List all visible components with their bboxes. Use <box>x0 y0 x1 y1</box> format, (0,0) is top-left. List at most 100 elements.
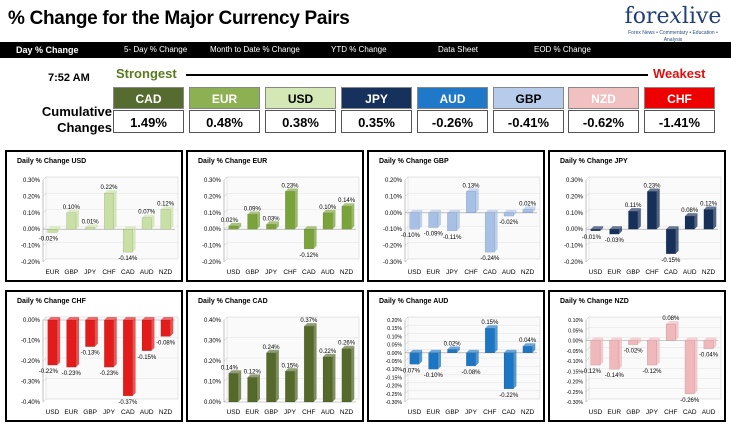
data-label: -0.07% <box>401 368 421 374</box>
bar-front <box>66 212 77 230</box>
bar-side <box>419 349 423 365</box>
bar-front <box>647 191 657 230</box>
page-header: % Change for the Major Currency Pairs fo… <box>0 0 731 43</box>
currency-code-chf: CHF <box>644 87 715 109</box>
y-tick-label: 0.00% <box>568 339 583 345</box>
bar-top <box>428 349 441 353</box>
x-tick-label: JPY <box>446 269 459 276</box>
x-tick-label: NZD <box>159 409 173 416</box>
bar-side <box>675 321 679 341</box>
bar-side <box>694 337 698 394</box>
bar-aud <box>703 337 717 349</box>
bar-chart-svg: -0.30% -0.25% -0.20% -0.15% -0.10% -0.05% 0.00… <box>567 316 722 416</box>
data-label: 0.03% <box>263 216 281 222</box>
bar-usd <box>409 349 423 365</box>
bar-side <box>456 209 460 231</box>
bar-top <box>466 188 479 192</box>
bar-chf <box>104 190 117 230</box>
weakest-label: Weakest <box>653 66 706 81</box>
gridline-depth <box>585 337 590 341</box>
gridline-depth <box>404 333 409 337</box>
x-tick-label: GBP <box>264 409 278 416</box>
tab-day-change[interactable]: Day % Change <box>16 45 79 55</box>
gridline-depth <box>42 357 47 362</box>
bar-front <box>484 328 495 354</box>
bar-front <box>228 225 239 230</box>
tab-month-to-date-change[interactable]: Month to Date % Change <box>210 45 300 54</box>
data-label: 0.14% <box>221 365 239 371</box>
x-tick-label: GBP <box>445 409 459 416</box>
bar-cad <box>665 226 679 254</box>
bar-chf <box>665 321 679 341</box>
tab-ytd-change[interactable]: YTD % Change <box>331 45 387 54</box>
bar-front <box>228 373 239 403</box>
update-time: 7:52 AM <box>48 72 90 84</box>
x-tick-label: USD <box>46 409 60 416</box>
x-tick-label: AUD <box>321 269 335 276</box>
data-label: 0.12% <box>157 202 175 208</box>
bar-top <box>85 317 98 320</box>
x-tick-label: AUD <box>321 409 335 416</box>
data-label: -0.12% <box>642 369 662 375</box>
gridline-depth <box>585 368 590 372</box>
currency-value-eur: 0.48% <box>189 110 260 133</box>
bar-top <box>160 206 174 210</box>
tab-eod-change[interactable]: EOD % Change <box>534 45 591 54</box>
bar-top <box>142 214 155 218</box>
bar-front <box>684 215 695 230</box>
bar-top <box>247 211 260 215</box>
bar-top <box>428 209 441 213</box>
gridline-depth <box>585 242 590 246</box>
data-label: -0.01% <box>582 235 602 241</box>
y-tick-label: -0.40% <box>21 400 41 406</box>
bar-side <box>713 337 717 349</box>
bar-front <box>104 319 114 368</box>
bar-side <box>332 353 336 402</box>
data-label: -0.37% <box>118 400 138 406</box>
data-label: 0.12% <box>244 369 262 375</box>
y-tick-label: 0.10% <box>568 318 583 324</box>
y-tick-label: 0.10% <box>387 334 402 340</box>
data-label: -0.10% <box>401 233 421 239</box>
y-tick-label: -0.10% <box>564 244 584 250</box>
x-tick-label: JPY <box>103 409 116 416</box>
data-label: 0.10% <box>63 205 81 211</box>
x-tick-label: AUD <box>502 269 516 276</box>
bar-front <box>628 210 639 230</box>
data-label: -0.23% <box>99 371 119 377</box>
bar-front <box>141 319 152 351</box>
bar-top <box>228 222 242 226</box>
tab-5-day-change[interactable]: 5- Day % Change <box>124 45 188 54</box>
tab-data-sheet[interactable]: Data Sheet <box>438 45 479 54</box>
y-tick-label: 0.30% <box>23 178 41 184</box>
bar-cad <box>503 349 517 390</box>
bar-usd <box>590 337 604 366</box>
bar-front <box>247 214 258 230</box>
bar-side <box>76 209 79 230</box>
bar-chart-svg: -0.40% -0.30% -0.20% -0.10% 0.00% -0.22% USD -0… <box>21 316 179 416</box>
bar-side <box>713 206 717 230</box>
bar-side <box>532 343 536 353</box>
bar-gbp <box>628 337 641 345</box>
bar-side <box>475 188 479 213</box>
bar-cad <box>684 337 698 394</box>
gridline-depth <box>404 316 409 321</box>
x-tick-label: GBP <box>626 269 640 276</box>
x-tick-label: EUR <box>46 269 60 276</box>
gridline-depth <box>585 316 590 321</box>
bar-front <box>590 340 601 366</box>
x-tick-label: AUD <box>683 269 697 276</box>
gridline-depth <box>404 258 409 263</box>
x-tick-label: CHF <box>464 269 477 276</box>
bar-eur <box>247 374 260 403</box>
bar-top <box>504 349 517 353</box>
bar-side <box>694 213 698 230</box>
bar-front <box>266 352 277 403</box>
currency-value-aud: -0.26% <box>417 110 488 133</box>
chart-gbp: Daily % Change GBP -0.30% -0.20% -0.10% 0.00… <box>367 150 545 282</box>
gridline-depth <box>223 316 228 321</box>
bar-front <box>322 212 333 230</box>
bar-usd <box>47 317 61 366</box>
y-tick-label: -0.05% <box>386 359 403 365</box>
bar-nzd <box>703 206 717 230</box>
